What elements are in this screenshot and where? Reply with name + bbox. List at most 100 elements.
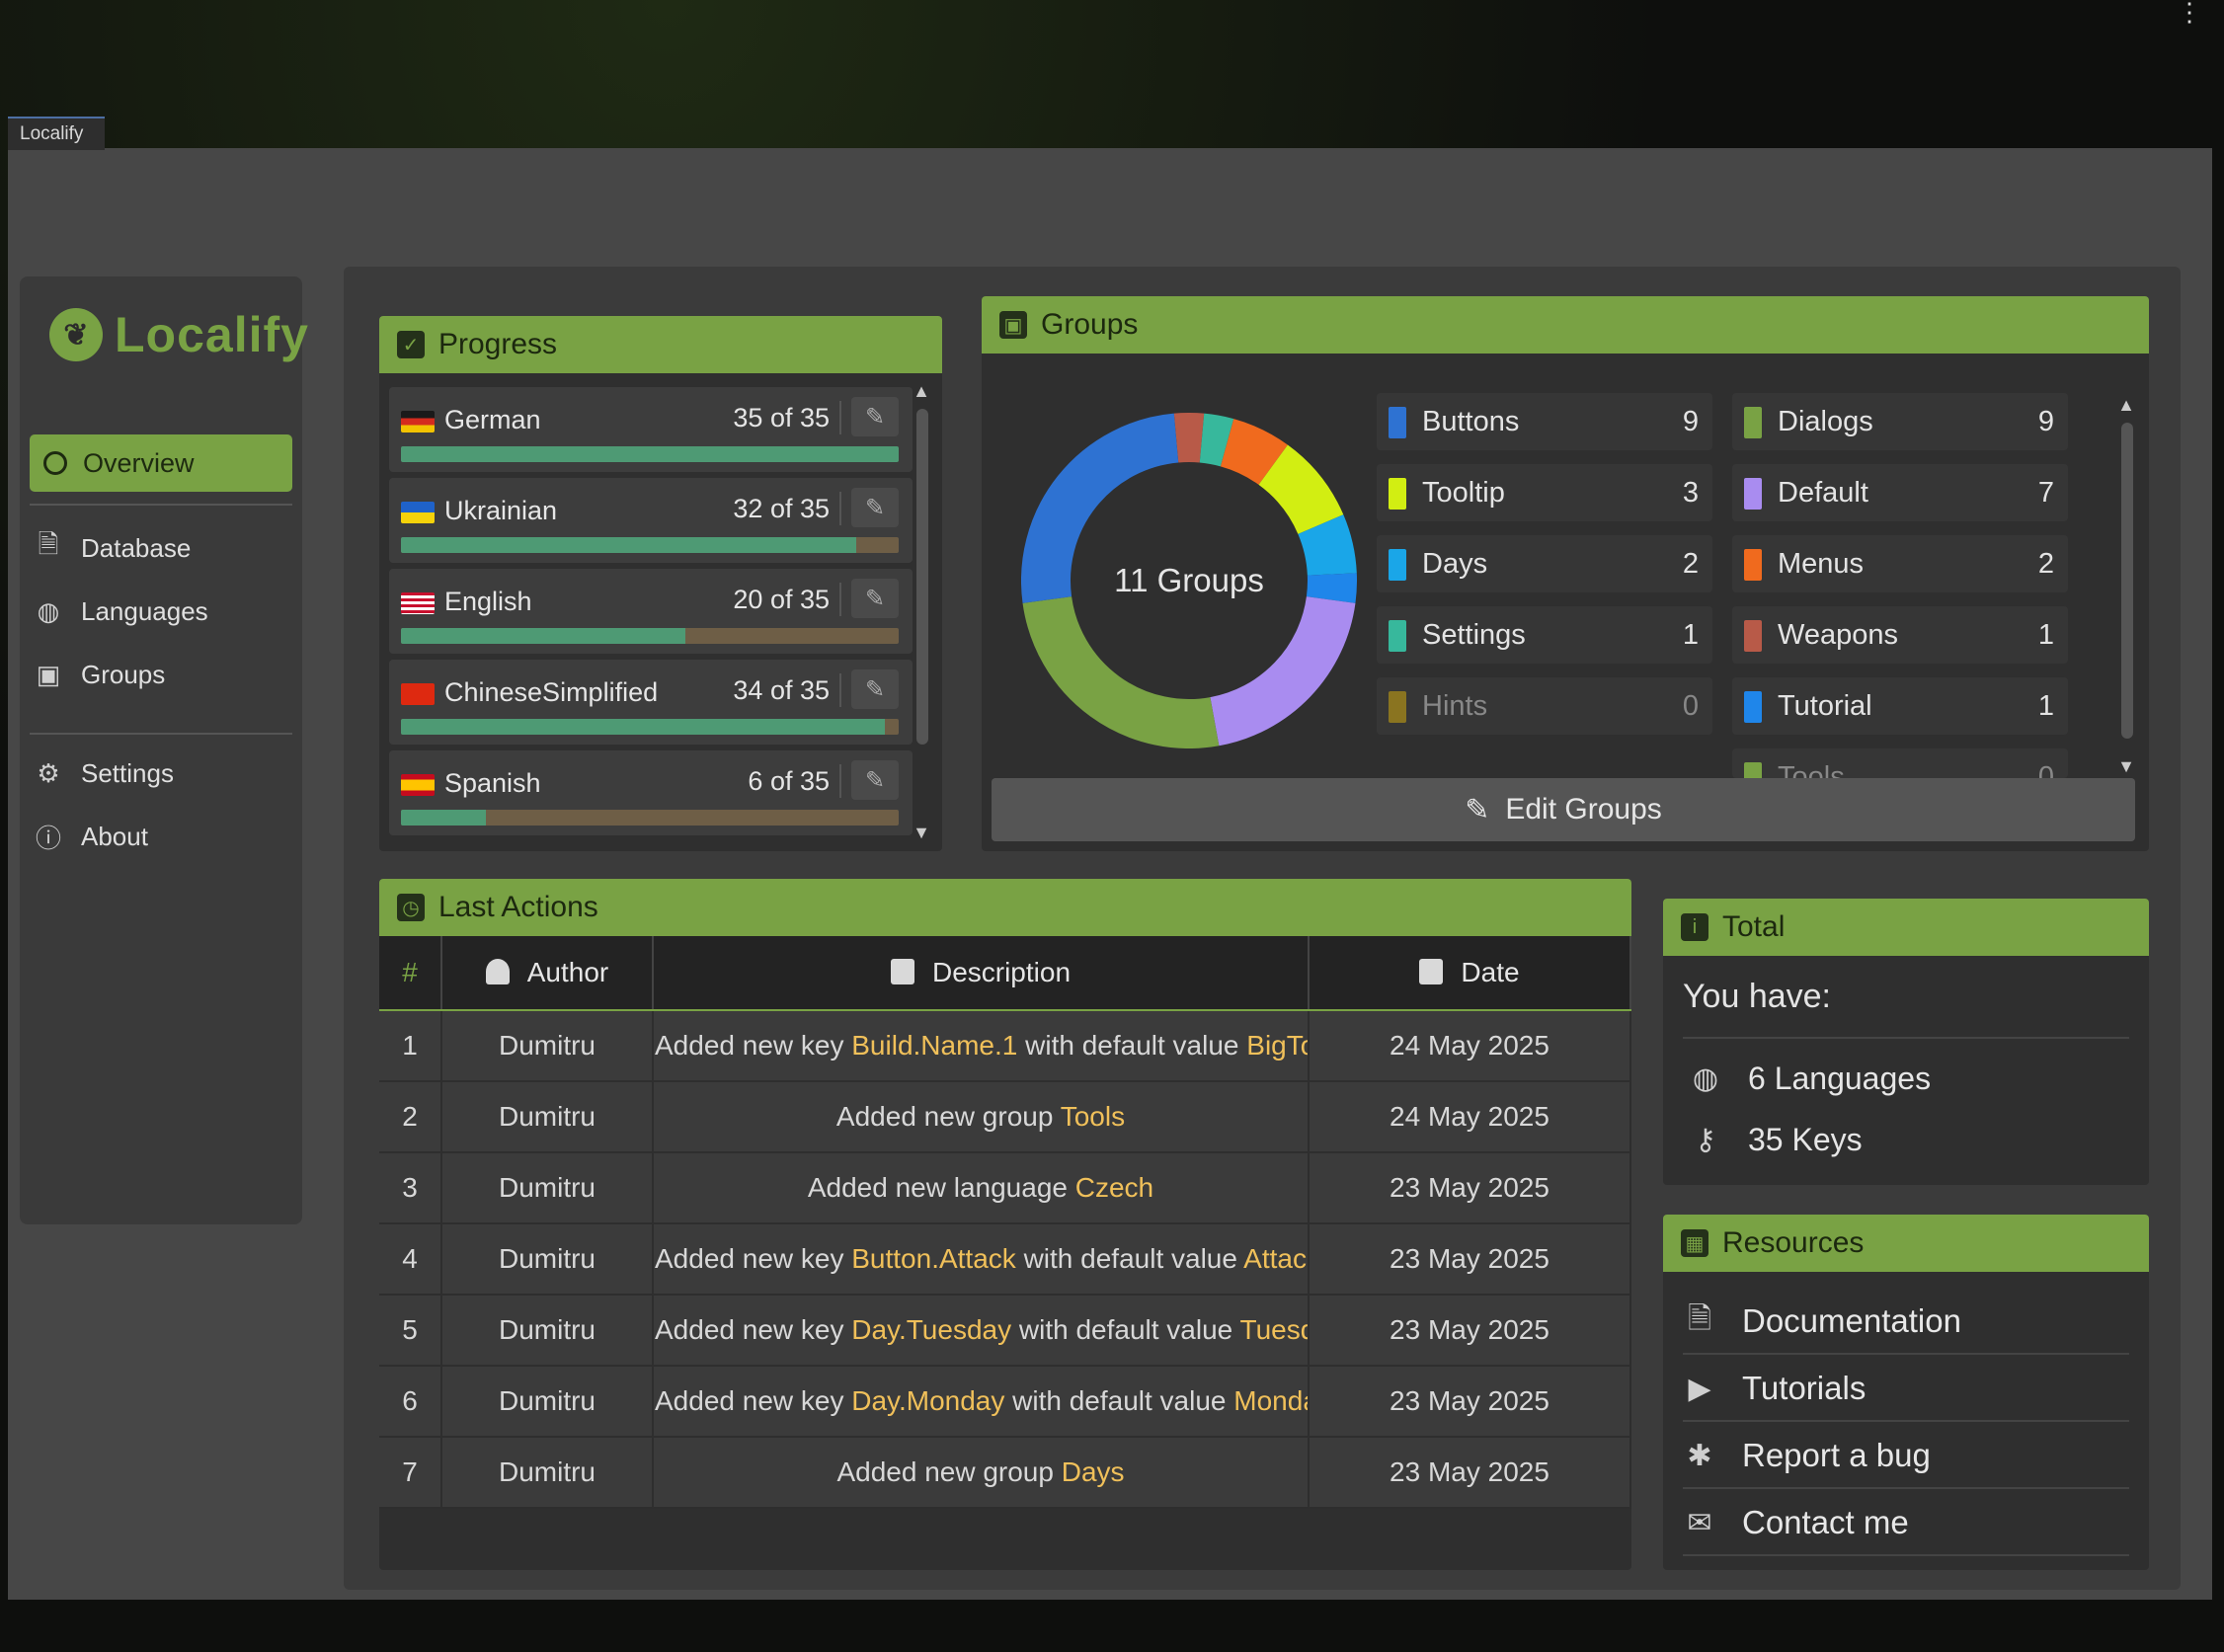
edit-groups-button[interactable]: ✎ Edit Groups xyxy=(992,778,2135,841)
col-header-date[interactable]: Date xyxy=(1309,936,1631,1011)
donut-segment xyxy=(1199,413,1234,467)
sidebar-item-overview[interactable]: Overview xyxy=(30,434,292,492)
group-item[interactable]: Days 2 xyxy=(1377,535,1712,592)
panel-title: Progress xyxy=(438,328,558,360)
resource-link-tutorials[interactable]: ▶ Tutorials xyxy=(1683,1357,2129,1422)
progress-bar-fill xyxy=(401,537,856,553)
database-icon: 🗎 xyxy=(38,529,59,559)
edit-language-button[interactable]: ✎ xyxy=(851,760,899,800)
panel-title: Resources xyxy=(1722,1226,1865,1259)
sidebar-item-groups[interactable]: ▣ Groups xyxy=(34,650,166,699)
desc-value: Monda... xyxy=(1233,1385,1307,1416)
app-window: Localify ❦ Localify Overview 🗎 Database … xyxy=(8,117,2212,1600)
resource-link-documentation[interactable]: 🗎 Documentation xyxy=(1683,1290,2129,1355)
row-number: 6 xyxy=(379,1366,442,1438)
table-row[interactable]: 3 Dumitru Added new language Czech 23 May 2… xyxy=(379,1152,1631,1224)
row-date: 23 May 2025 xyxy=(1309,1437,1631,1509)
table-header-row: # Author Description Date xyxy=(379,936,1631,1011)
progress-item: Ukrainian 32 of 35 ✎ xyxy=(389,478,913,563)
group-color-swatch xyxy=(1744,549,1762,581)
language-name: English xyxy=(444,587,532,616)
sidebar-item-database[interactable]: 🗎 Database xyxy=(34,523,192,573)
more-options-icon[interactable]: ⋮ xyxy=(2177,0,2202,27)
group-item[interactable]: Weapons 1 xyxy=(1732,606,2068,664)
table-row[interactable]: 5 Dumitru Added new key Day.Tuesday with d… xyxy=(379,1295,1631,1367)
group-item[interactable]: Settings 1 xyxy=(1377,606,1712,664)
row-number: 3 xyxy=(379,1152,442,1224)
group-name: Menus xyxy=(1778,548,1865,580)
language-name: Spanish xyxy=(444,768,541,798)
divider xyxy=(839,583,841,616)
table-row[interactable]: 6 Dumitru Added new key Day.Monday with de… xyxy=(379,1366,1631,1438)
group-item[interactable]: Menus 2 xyxy=(1732,535,2068,592)
edit-language-button[interactable]: ✎ xyxy=(851,579,899,618)
panel-header: i Total xyxy=(1663,899,2149,956)
desc-key: Button.Attack xyxy=(851,1243,1016,1274)
desc-key: Tools xyxy=(1060,1101,1126,1132)
row-date: 23 May 2025 xyxy=(1309,1295,1631,1367)
gear-icon: ⚙ xyxy=(37,757,60,788)
row-description: Added new language Czech xyxy=(653,1152,1310,1224)
desc-text: Added new key xyxy=(655,1030,852,1061)
resource-link-report-a-bug[interactable]: ✱ Report a bug xyxy=(1683,1424,2129,1489)
panel-title: Last Actions xyxy=(438,891,598,923)
col-header-description[interactable]: Description xyxy=(653,936,1310,1011)
scroll-down-icon[interactable]: ▼ xyxy=(2117,756,2135,776)
donut-segment xyxy=(1021,413,1179,603)
progress-item: Spanish 6 of 35 ✎ xyxy=(389,750,913,835)
col-header-num[interactable]: # xyxy=(379,936,442,1011)
scroll-up-icon[interactable]: ▲ xyxy=(913,381,930,401)
edit-language-button[interactable]: ✎ xyxy=(851,669,899,709)
group-item[interactable]: Tools 0 xyxy=(1732,748,2068,778)
group-item[interactable]: Default 7 xyxy=(1732,464,2068,521)
window-tab[interactable]: Localify xyxy=(8,117,106,150)
group-name: Tutorial xyxy=(1778,690,1872,722)
progress-item: English 20 of 35 ✎ xyxy=(389,569,913,654)
scroll-up-icon[interactable]: ▲ xyxy=(2117,395,2135,415)
row-author: Dumitru xyxy=(441,1081,654,1153)
progress-bar-fill xyxy=(401,446,899,462)
flag-icon xyxy=(401,411,435,433)
sidebar-item-settings[interactable]: ⚙ Settings xyxy=(34,748,174,798)
desc-text: Added new key xyxy=(655,1243,852,1274)
row-date: 23 May 2025 xyxy=(1309,1223,1631,1296)
resource-label: Report a bug xyxy=(1742,1437,1931,1473)
desc-key: Czech xyxy=(1074,1172,1154,1203)
sidebar-item-about[interactable]: ⓘ About xyxy=(34,812,148,861)
table-row[interactable]: 1 Dumitru Added new key Build.Name.1 with … xyxy=(379,1010,1631,1082)
grid-icon: ▦ xyxy=(1681,1229,1708,1257)
table-row[interactable]: 4 Dumitru Added new key Button.Attack with… xyxy=(379,1223,1631,1296)
col-header-author[interactable]: Author xyxy=(441,936,654,1011)
group-color-swatch xyxy=(1744,478,1762,510)
scroll-down-icon[interactable]: ▼ xyxy=(913,823,930,842)
language-name: ChineseSimplified xyxy=(444,677,659,707)
group-item[interactable]: Tooltip 3 xyxy=(1377,464,1712,521)
desc-text: Added new group xyxy=(835,1101,1061,1132)
progress-count: 35 of 35 xyxy=(733,403,830,433)
group-color-swatch xyxy=(1389,620,1406,652)
info-icon: ⓘ xyxy=(35,823,61,853)
progress-scrollbar[interactable] xyxy=(916,409,928,745)
progress-bar-fill xyxy=(401,628,685,644)
table-row[interactable]: 2 Dumitru Added new group Tools 24 May 2025 xyxy=(379,1081,1631,1153)
groups-scrollbar[interactable] xyxy=(2121,423,2133,739)
calendar-icon xyxy=(1419,958,1444,984)
donut-segment xyxy=(1209,595,1356,747)
sidebar-item-languages[interactable]: ◍ Languages xyxy=(34,587,208,636)
sidebar-item-label: Database xyxy=(81,532,192,563)
resource-label: Contact me xyxy=(1742,1504,1909,1540)
resource-link-contact-me[interactable]: ✉ Contact me xyxy=(1683,1491,2129,1556)
group-item[interactable]: Hints 0 xyxy=(1377,677,1712,735)
globe-icon: ◍ xyxy=(1692,1062,1719,1095)
group-item[interactable]: Dialogs 9 xyxy=(1732,393,2068,450)
edit-language-button[interactable]: ✎ xyxy=(851,397,899,436)
edit-language-button[interactable]: ✎ xyxy=(851,488,899,527)
panel-header: ◷ Last Actions xyxy=(379,879,1631,936)
group-color-swatch xyxy=(1744,762,1762,778)
group-item[interactable]: Tutorial 1 xyxy=(1732,677,2068,735)
group-name: Dialogs xyxy=(1778,406,1873,437)
group-color-swatch xyxy=(1744,691,1762,723)
table-row[interactable]: 7 Dumitru Added new group Days 23 May 2025 xyxy=(379,1437,1631,1509)
group-item[interactable]: Buttons 9 xyxy=(1377,393,1712,450)
document-icon: 🗎 xyxy=(1687,1301,1712,1335)
